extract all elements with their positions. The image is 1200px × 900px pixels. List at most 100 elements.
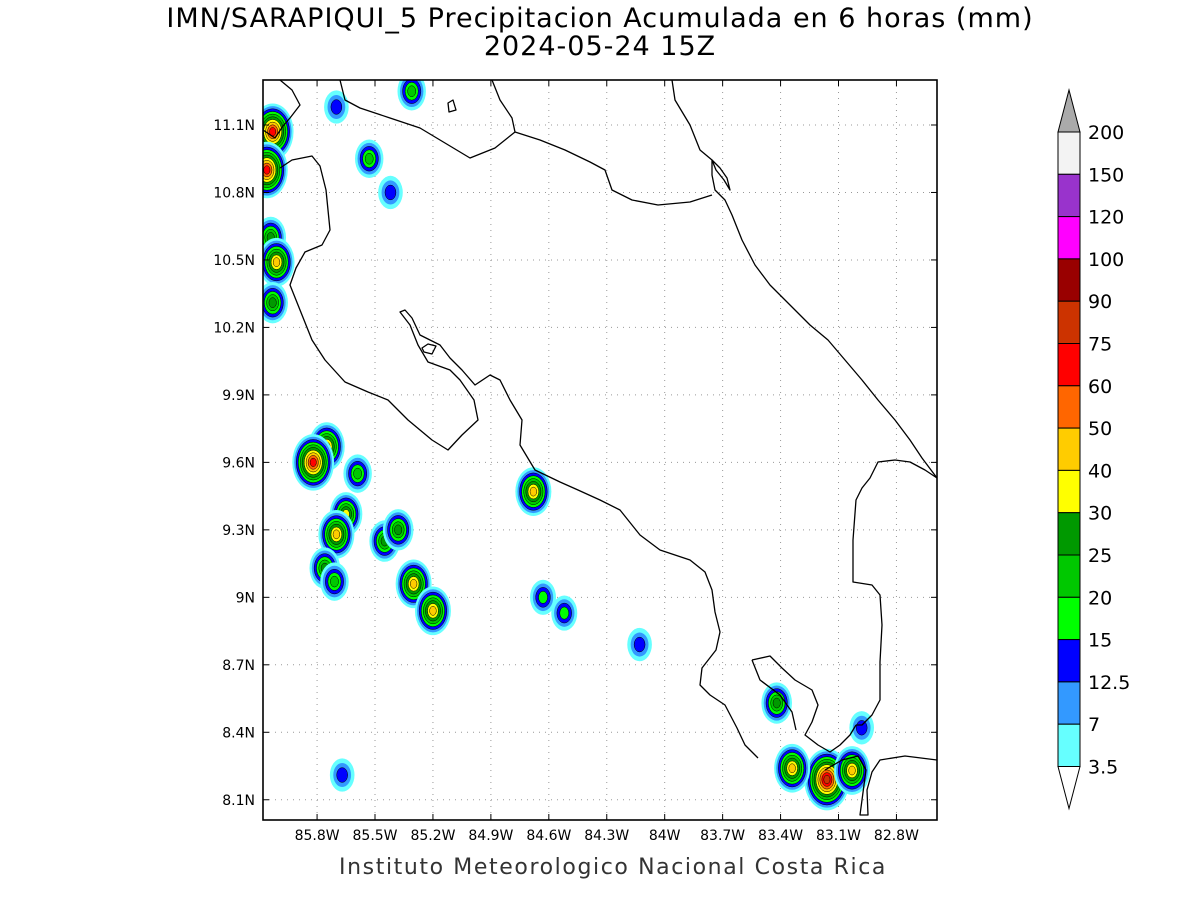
osa-peninsula xyxy=(751,659,797,731)
map-frame xyxy=(263,80,937,820)
burica-coast xyxy=(824,755,937,816)
lat-tick-label: 11.1N xyxy=(213,118,255,134)
caribbean-lagoon xyxy=(711,159,731,191)
map-axes: 11.1N 10.8N 10.5N 10.2N 9.9N 9.6N 9.3N 9N 8.7N 8.… xyxy=(213,80,937,844)
lat-tick-label: 8.4N xyxy=(222,725,255,741)
precip-contour xyxy=(268,297,277,308)
precip-cell xyxy=(320,562,349,601)
colorbar-level-label: 15 xyxy=(1088,630,1112,652)
colorbar-band xyxy=(1057,469,1081,514)
colorbar-band xyxy=(1057,385,1081,429)
lon-tick-label: 85.8W xyxy=(295,828,340,844)
precip-cell xyxy=(329,758,355,792)
lon-tick-label: 83.1W xyxy=(816,828,861,844)
colorbar-band xyxy=(1057,300,1081,345)
map-grid xyxy=(263,80,937,820)
colorbar-under-arrow xyxy=(1057,766,1081,811)
map-title: IMN/SARAPIQUI_5 Precipitacion Acumulada … xyxy=(166,3,1034,34)
colorbar-level-label: 30 xyxy=(1088,503,1112,525)
precip-contour xyxy=(772,697,781,709)
colorbar-legend: 200 150 120 100 90 75 60 50 40 30 25 20 15 12.5 7 3.5 xyxy=(1057,88,1130,811)
precip-cell xyxy=(530,579,557,615)
coastline-borders xyxy=(263,80,937,816)
lon-tick-label: 84.6W xyxy=(526,828,571,844)
caribbean-coast xyxy=(671,80,937,479)
precip-cell xyxy=(414,586,451,636)
lon-tick-label: 83.4W xyxy=(758,828,803,844)
colorbar-level-label: 120 xyxy=(1088,207,1124,229)
colorbar-band xyxy=(1057,216,1081,260)
colorbar-level-label: 40 xyxy=(1088,460,1112,482)
map-datetime: 2024-05-24 15Z xyxy=(483,31,717,62)
lon-tick-label: 82.8W xyxy=(874,828,919,844)
precip-contour xyxy=(332,529,340,540)
precip-contour xyxy=(330,575,339,588)
colorbar-band xyxy=(1057,343,1081,387)
precip-contour xyxy=(559,606,570,620)
precip-contour xyxy=(336,767,348,783)
precip-cell xyxy=(551,595,578,631)
precip-contour xyxy=(353,467,362,480)
lat-tick-label: 10.8N xyxy=(213,185,255,201)
colorbar-band xyxy=(1057,512,1081,556)
colorbar-band xyxy=(1057,427,1081,471)
colorbar-level-label: 3.5 xyxy=(1088,757,1118,779)
precip-contour xyxy=(823,775,831,785)
lon-tick-label: 84W xyxy=(649,828,681,844)
colorbar-band xyxy=(1057,639,1081,683)
colorbar-level-label: 90 xyxy=(1088,291,1112,313)
colorbar-level-label: 100 xyxy=(1088,249,1124,271)
precip-contour xyxy=(263,165,271,175)
precip-cell xyxy=(378,175,403,210)
colorbar-level-label: 20 xyxy=(1088,587,1112,609)
lat-tick-label: 8.7N xyxy=(222,658,255,674)
precip-cell xyxy=(397,80,426,111)
precip-contour xyxy=(410,579,418,589)
border-panama xyxy=(852,459,937,726)
coastal-island xyxy=(421,343,437,355)
precip-cell xyxy=(627,627,652,662)
precip-contour xyxy=(309,457,317,467)
precip-contour xyxy=(407,85,417,97)
precip-contour xyxy=(848,765,856,776)
precip-contour xyxy=(429,606,437,616)
precip-contour xyxy=(788,763,796,774)
precip-contour xyxy=(538,590,548,604)
precip-contour xyxy=(364,152,374,165)
lat-tick-label: 10.5N xyxy=(213,253,255,269)
precip-contour xyxy=(384,184,397,201)
precip-cell xyxy=(292,434,335,491)
pacific-coast-nicoya xyxy=(263,80,759,759)
colorbar-band xyxy=(1057,258,1081,302)
colorbar-level-label: 12.5 xyxy=(1088,672,1130,694)
colorbar-band xyxy=(1057,723,1081,768)
precip-cell xyxy=(395,559,432,609)
colorbar-level-label: 200 xyxy=(1088,122,1124,144)
precip-contour xyxy=(529,486,537,497)
lake-nicaragua-shore xyxy=(339,80,516,159)
colorbar-level-label: 7 xyxy=(1088,714,1100,736)
precip-cell xyxy=(774,743,811,793)
colorbar-band xyxy=(1057,596,1081,641)
precip-cell xyxy=(382,509,414,551)
lat-tick-label: 9.6N xyxy=(222,455,255,471)
precipitation-field xyxy=(263,80,874,811)
lat-tick-label: 10.2N xyxy=(213,320,255,336)
precip-cell xyxy=(263,281,288,324)
precip-cell xyxy=(515,467,552,516)
lon-tick-label: 84.3W xyxy=(584,828,629,844)
precip-cell xyxy=(343,454,372,493)
precip-contour xyxy=(272,257,281,267)
colorbar-band xyxy=(1057,681,1081,725)
precip-cell xyxy=(263,237,295,287)
colorbar-level-label: 150 xyxy=(1088,164,1124,186)
precip-cell xyxy=(834,746,871,795)
precip-cell xyxy=(354,139,384,178)
precip-contour xyxy=(330,99,343,115)
lake-islet xyxy=(447,99,457,113)
colorbar-over-arrow xyxy=(1057,88,1081,133)
colorbar-level-label: 60 xyxy=(1088,376,1112,398)
golfo-dulce-coast xyxy=(751,655,857,753)
colorbar-band xyxy=(1057,554,1081,598)
